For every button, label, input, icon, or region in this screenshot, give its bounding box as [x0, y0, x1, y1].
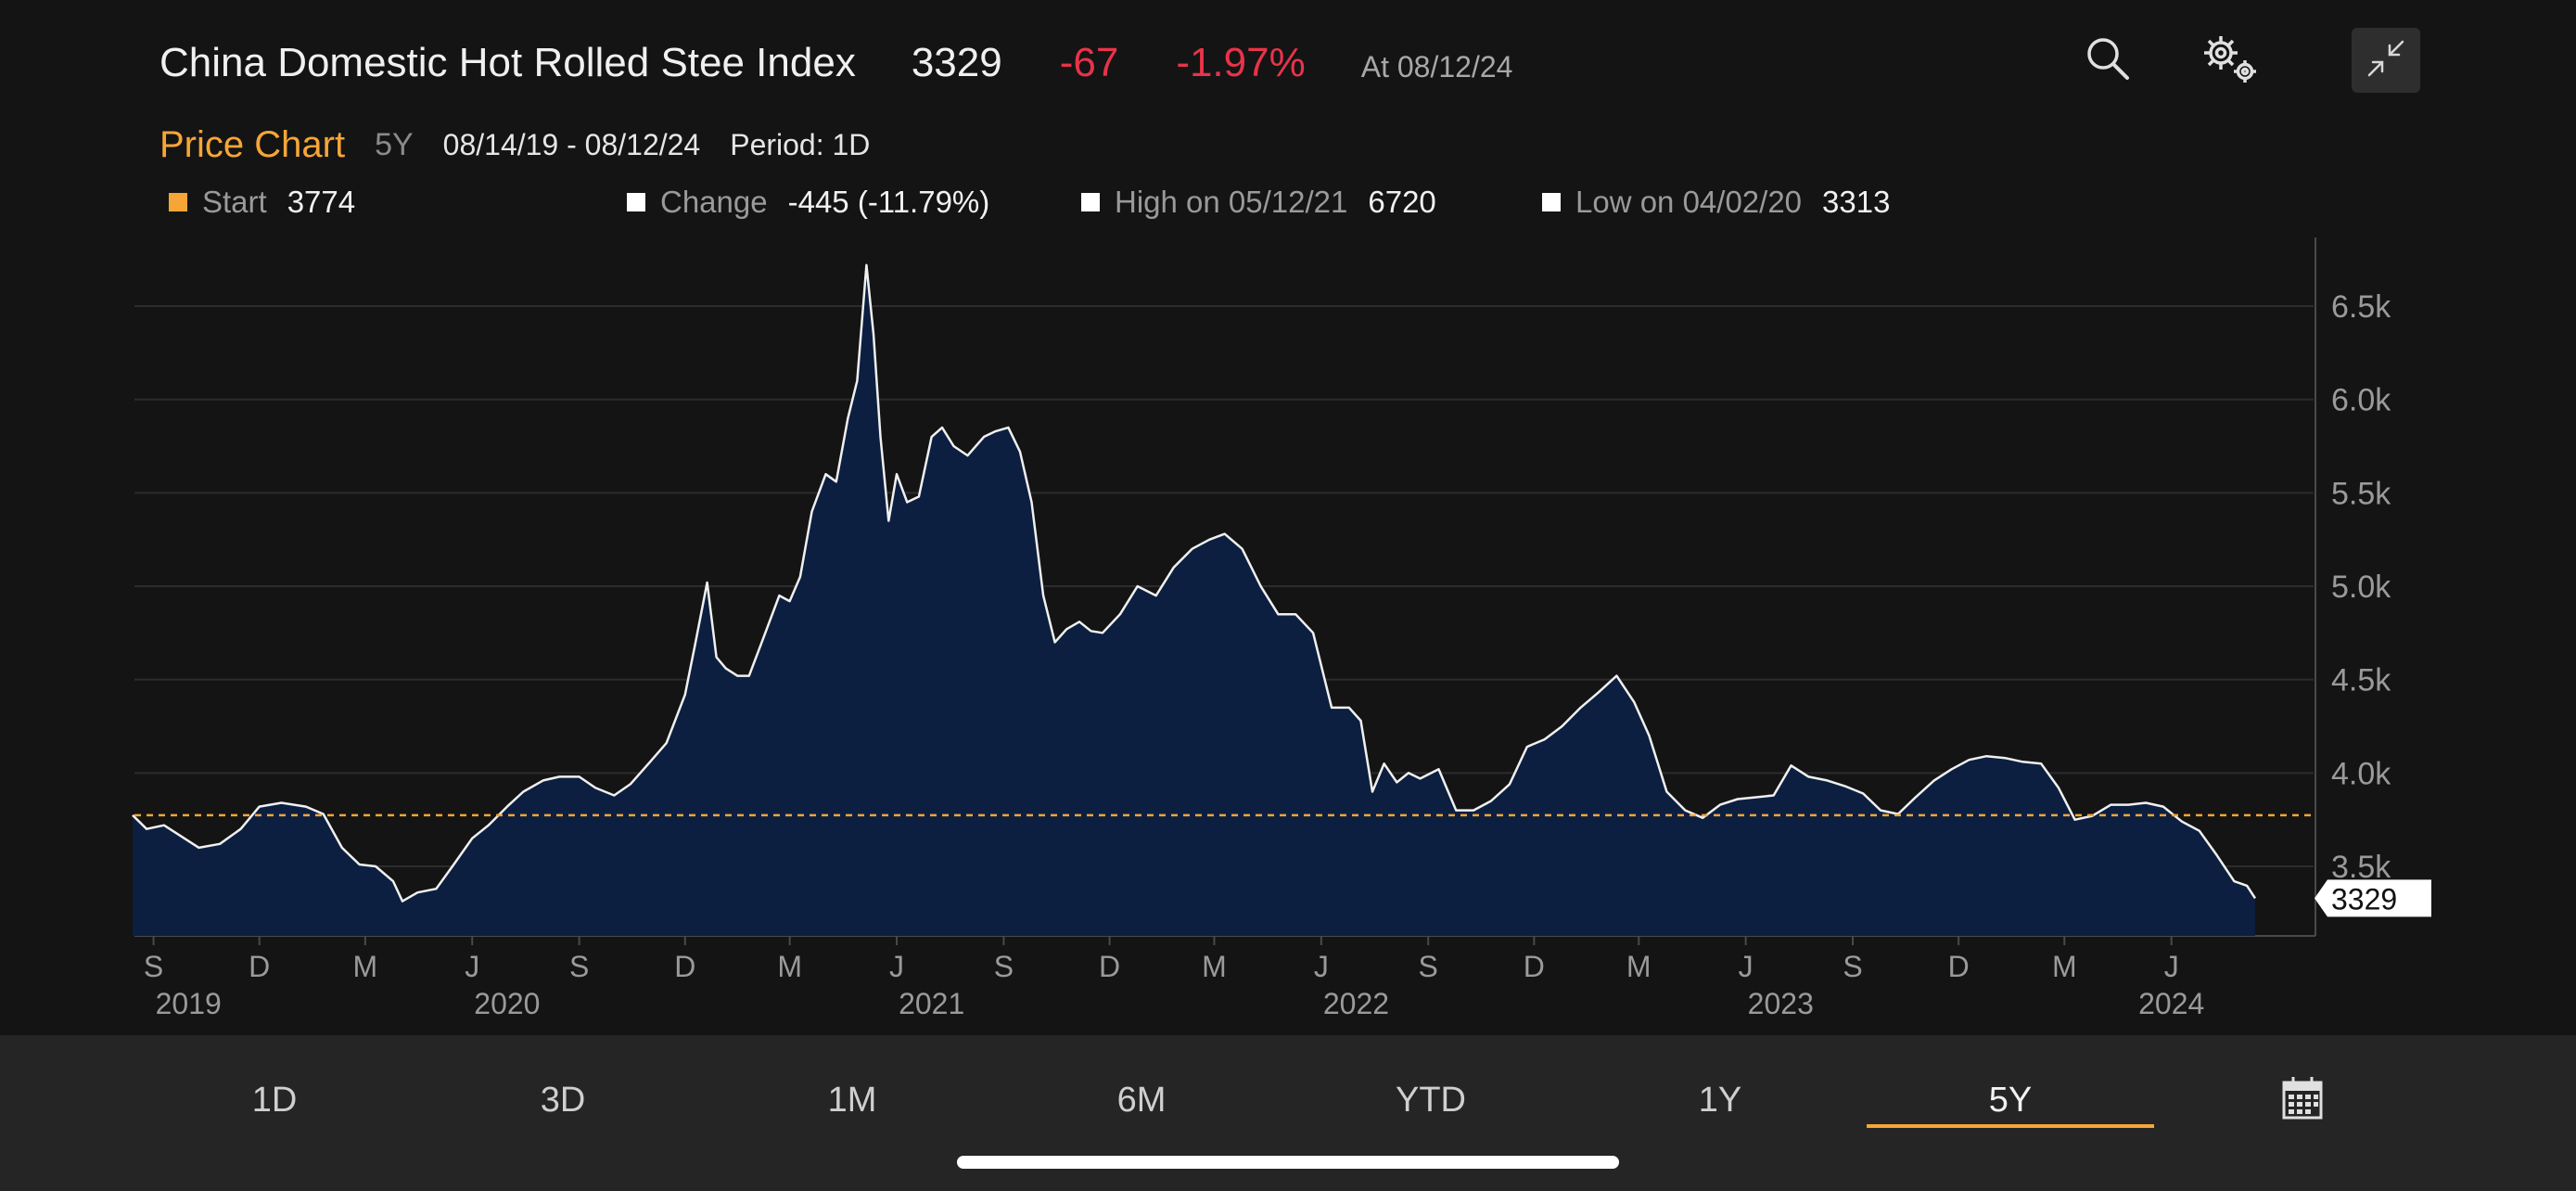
legend-low-label: Low on 04/02/20 [1575, 185, 1803, 219]
legend-low-value: 3313 [1822, 185, 1891, 219]
period-label: Period: 1D [730, 127, 871, 161]
x-tick-label: J [1739, 950, 1753, 983]
y-tick-label: 6.5k [2331, 289, 2391, 325]
x-tick-label: M [353, 950, 378, 983]
legend-change-label: Change [660, 185, 768, 219]
tab-ytd[interactable]: YTD [1396, 1081, 1466, 1120]
legend-high: High on 05/12/21 6720 [1081, 182, 1436, 223]
x-year-label: 2024 [2138, 987, 2204, 1020]
x-tick-label: S [994, 950, 1014, 983]
collapse-button[interactable] [2352, 28, 2420, 93]
calendar-button[interactable] [2270, 1061, 2335, 1139]
x-tick-label: J [2164, 950, 2179, 983]
x-tick-label: S [1419, 950, 1438, 983]
x-tick-label: D [1948, 950, 1970, 983]
tab-3d[interactable]: 3D [540, 1081, 586, 1120]
x-tick-label: J [465, 950, 479, 983]
active-tab-indicator [1867, 1124, 2154, 1128]
last-price: 3329 [911, 40, 1002, 85]
x-year-label: 2021 [899, 987, 964, 1020]
x-tick-label: M [1626, 950, 1651, 983]
legend-start: Start 3774 [169, 182, 355, 223]
x-tick-label: J [889, 950, 904, 983]
chart-type-label[interactable]: Price Chart [159, 123, 346, 165]
as-of-date: At 08/12/24 [1360, 49, 1513, 83]
y-tick-label: 6.0k [2331, 383, 2391, 418]
x-year-label: 2023 [1748, 987, 1814, 1020]
search-button[interactable] [2073, 28, 2142, 93]
legend-swatch-high [1081, 193, 1100, 211]
x-tick-label: S [569, 950, 589, 983]
chart-span: 5Y [375, 126, 414, 162]
chart-subheader: Price Chart 5Y 08/14/19 - 08/12/24 Perio… [159, 119, 870, 171]
legend-high-label: High on 05/12/21 [1115, 185, 1348, 219]
legend-low: Low on 04/02/20 3313 [1542, 182, 1890, 223]
y-tick-label: 5.0k [2331, 570, 2391, 605]
x-tick-label: D [1524, 950, 1545, 983]
x-year-label: 2019 [156, 987, 222, 1020]
last-value-tag [2315, 879, 2431, 917]
date-range: 08/14/19 - 08/12/24 [442, 127, 701, 161]
legend-swatch-change [627, 193, 645, 211]
y-tick-label: 4.0k [2331, 756, 2391, 791]
home-indicator[interactable] [957, 1156, 1619, 1169]
x-tick-label: J [1314, 950, 1329, 983]
settings-button[interactable] [2196, 28, 2264, 93]
legend-high-value: 6720 [1368, 185, 1436, 219]
x-year-label: 2022 [1323, 987, 1389, 1020]
legend-change: Change -445 (-11.79%) [627, 182, 989, 223]
collapse-icon [2366, 38, 2406, 83]
price-chart[interactable]: 3.5k 4.0k 4.5k 5.0k 5.5k 6.0k 6.5k 3329 S D M J S D M J… [0, 232, 2576, 1030]
y-tick-label: 5.5k [2331, 476, 2391, 511]
legend-swatch-low [1542, 193, 1561, 211]
legend-start-label: Start [202, 185, 267, 219]
tab-1d[interactable]: 1D [251, 1081, 298, 1120]
x-tick-label: D [674, 950, 695, 983]
last-value-label: 3329 [2331, 882, 2397, 916]
tab-5y[interactable]: 5Y [1988, 1081, 2033, 1120]
x-tick-label: M [777, 950, 802, 983]
x-tick-label: S [1843, 950, 1862, 983]
net-change: -67 [1059, 40, 1119, 85]
tab-1y[interactable]: 1Y [1698, 1081, 1742, 1120]
x-tick-label: D [249, 950, 270, 983]
y-tick-label: 3.5k [2331, 850, 2391, 885]
percent-change: -1.97% [1176, 40, 1306, 85]
quote-header: China Domestic Hot Rolled Stee Index 332… [159, 33, 1512, 93]
tab-6m[interactable]: 6M [1116, 1081, 1167, 1120]
security-title: China Domestic Hot Rolled Stee Index [159, 40, 856, 85]
x-tick-label: D [1099, 950, 1120, 983]
calendar-icon [2281, 1075, 2324, 1126]
x-tick-label: M [1202, 950, 1227, 983]
x-year-label: 2020 [474, 987, 540, 1020]
price-line [132, 263, 2257, 903]
settings-gears-icon [2197, 29, 2264, 93]
legend-swatch-start [169, 193, 187, 211]
legend-start-value: 3774 [287, 185, 356, 219]
search-icon [2084, 34, 2132, 87]
y-tick-label: 4.5k [2331, 663, 2391, 698]
x-tick-label: M [2052, 950, 2077, 983]
legend-change-value: -445 (-11.79%) [787, 185, 990, 219]
x-tick-label: S [144, 950, 163, 983]
price-area [133, 264, 2255, 936]
tab-1m[interactable]: 1M [827, 1081, 877, 1120]
